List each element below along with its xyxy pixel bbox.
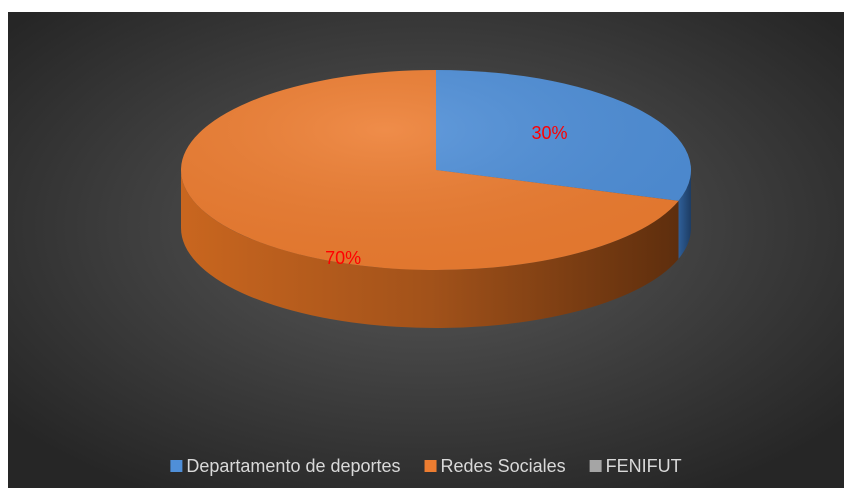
legend-swatch	[589, 460, 602, 472]
pie: 30% 70%	[181, 70, 691, 328]
legend-swatch	[170, 460, 183, 472]
slice-side	[181, 170, 679, 328]
legend-label: FENIFUT	[606, 456, 682, 476]
legend-swatch	[424, 460, 437, 472]
legend: Departamento de deportes Redes Sociales FE…	[170, 456, 682, 476]
legend-label: Redes Sociales	[441, 456, 566, 476]
data-label: 30%	[531, 123, 567, 143]
data-label: 70%	[325, 248, 361, 268]
legend-label: Departamento de deportes	[186, 456, 400, 476]
